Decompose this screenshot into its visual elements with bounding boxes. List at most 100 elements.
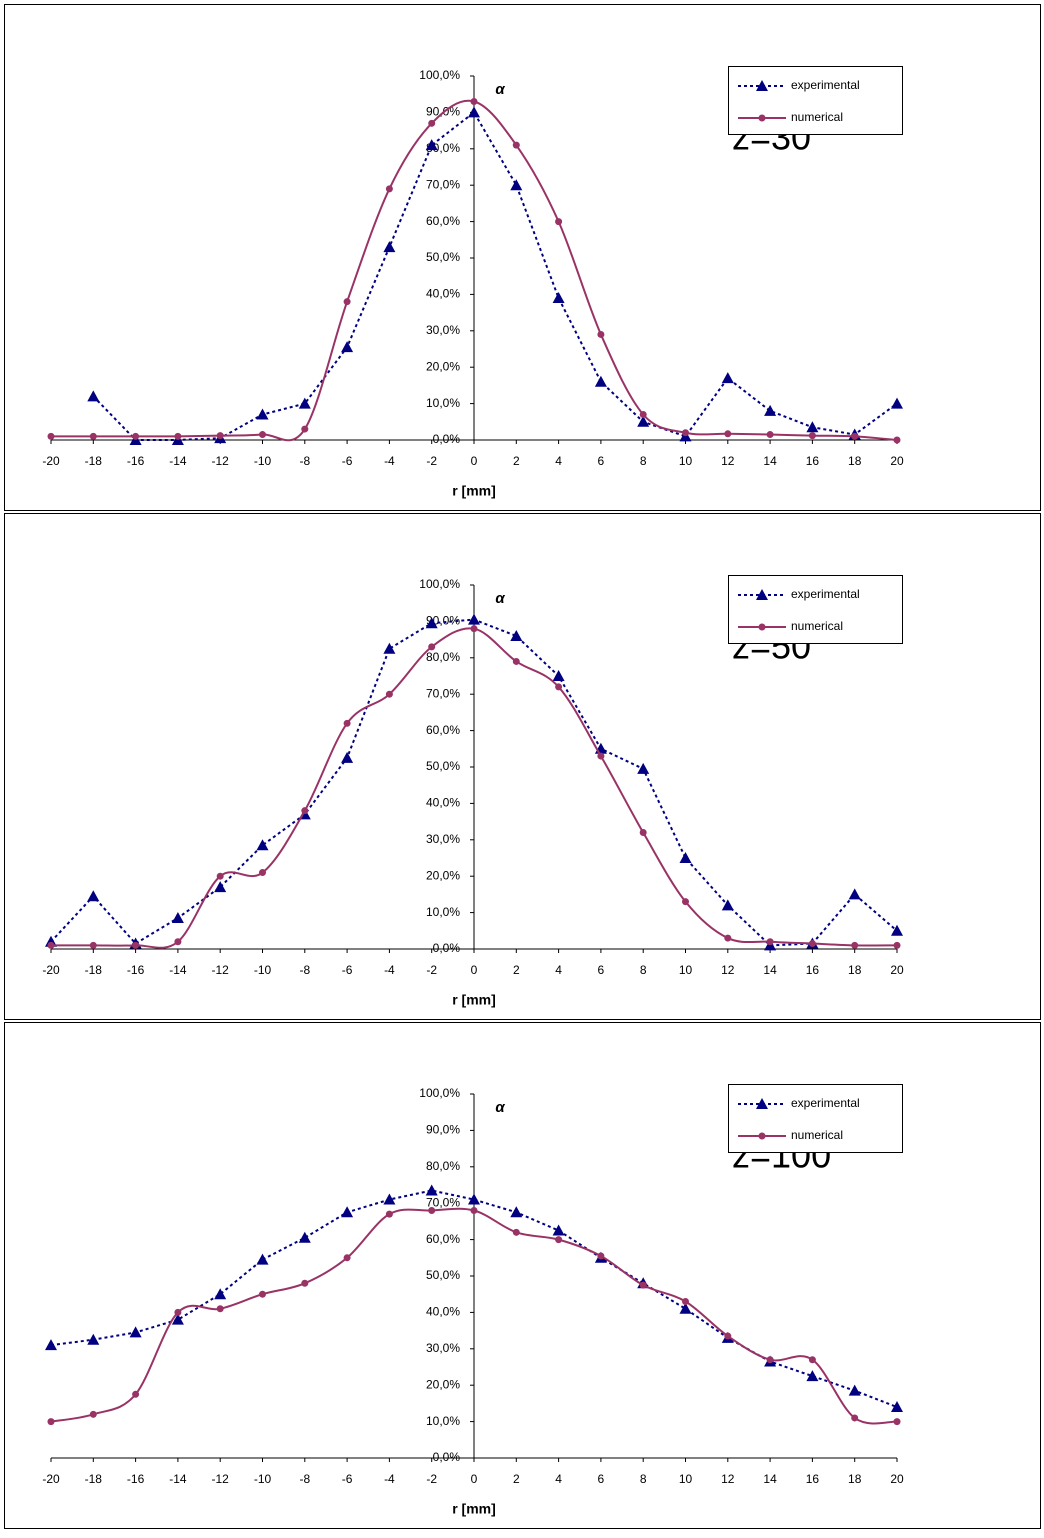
marker-circle bbox=[597, 1252, 605, 1260]
x-tick-label: 12 bbox=[721, 454, 735, 468]
marker-triangle bbox=[806, 1370, 819, 1382]
y-axis-label: α bbox=[495, 81, 505, 98]
legend-marker bbox=[758, 1132, 766, 1140]
x-tick-label: 18 bbox=[848, 1472, 862, 1486]
marker-triangle bbox=[764, 404, 777, 416]
y-tick-label: 30,0% bbox=[426, 832, 460, 846]
y-tick-label: 60,0% bbox=[426, 1232, 460, 1246]
marker-circle bbox=[639, 829, 647, 837]
marker-circle bbox=[47, 941, 55, 949]
marker-circle bbox=[259, 869, 266, 877]
x-tick-label: -20 bbox=[42, 454, 60, 468]
x-tick-label: -4 bbox=[384, 454, 395, 468]
marker-circle bbox=[47, 432, 55, 440]
marker-circle bbox=[893, 941, 901, 949]
x-tick-label: 18 bbox=[848, 963, 862, 977]
x-tick-label: -12 bbox=[212, 454, 230, 468]
y-tick-label: 50,0% bbox=[426, 1268, 460, 1282]
marker-triangle bbox=[425, 1184, 438, 1196]
y-tick-label: 0,0% bbox=[433, 941, 461, 955]
legend-marker bbox=[756, 589, 768, 600]
marker-triangle bbox=[679, 1302, 692, 1314]
marker-triangle bbox=[552, 1224, 565, 1236]
marker-circle bbox=[343, 1254, 351, 1262]
marker-circle bbox=[385, 1210, 393, 1218]
marker-triangle bbox=[171, 1313, 184, 1325]
x-tick-label: -8 bbox=[299, 454, 310, 468]
x-tick-label: 6 bbox=[598, 1472, 605, 1486]
y-tick-label: 20,0% bbox=[426, 1377, 460, 1391]
marker-triangle bbox=[298, 1231, 311, 1243]
marker-circle bbox=[259, 431, 266, 439]
marker-triangle bbox=[214, 881, 227, 893]
marker-circle bbox=[555, 218, 563, 226]
x-tick-label: 10 bbox=[679, 963, 693, 977]
y-tick-label: 100,0% bbox=[419, 577, 460, 591]
legend-marker bbox=[756, 1098, 768, 1109]
marker-circle bbox=[174, 432, 182, 440]
chart-panel: 0,0% 10,0% 20,0% 30,0% 40,0% 50,0% 60,0% 70,0% 8… bbox=[4, 1022, 1041, 1529]
legend-box bbox=[728, 1084, 903, 1153]
chart-panel: 0,0% 10,0% 20,0% 30,0% 40,0% 50,0% 60,0% 70,0% 8… bbox=[4, 513, 1041, 1020]
x-tick-label: 20 bbox=[890, 963, 904, 977]
y-axis-label: α bbox=[495, 590, 505, 607]
marker-triangle bbox=[510, 179, 523, 191]
x-tick-label: -20 bbox=[42, 963, 60, 977]
y-tick-label: 0,0% bbox=[433, 432, 461, 446]
marker-circle bbox=[555, 1236, 563, 1244]
y-tick-label: 40,0% bbox=[426, 287, 460, 301]
legend-label: experimental bbox=[791, 78, 860, 92]
marker-circle bbox=[766, 938, 774, 946]
marker-circle bbox=[428, 643, 436, 651]
marker-circle bbox=[470, 1206, 478, 1214]
x-tick-label: 4 bbox=[555, 963, 562, 977]
marker-circle bbox=[724, 934, 732, 942]
marker-triangle bbox=[891, 924, 903, 936]
series-line bbox=[92, 110, 898, 441]
marker-circle bbox=[301, 807, 309, 815]
y-tick-label: 60,0% bbox=[426, 214, 460, 228]
marker-triangle bbox=[468, 106, 480, 118]
legend-label: numerical bbox=[791, 1128, 843, 1142]
marker-circle bbox=[512, 141, 520, 149]
marker-circle bbox=[555, 683, 563, 691]
marker-circle bbox=[385, 185, 393, 193]
marker-circle bbox=[385, 690, 393, 698]
y-tick-label: 60,0% bbox=[426, 723, 460, 737]
marker-triangle bbox=[552, 292, 565, 304]
marker-triangle bbox=[256, 839, 269, 851]
x-tick-label: -2 bbox=[426, 454, 437, 468]
marker-circle bbox=[132, 941, 140, 949]
marker-triangle bbox=[341, 1206, 354, 1218]
x-tick-label: -16 bbox=[127, 454, 145, 468]
x-tick-label: -20 bbox=[42, 1472, 60, 1486]
marker-circle bbox=[259, 1290, 266, 1298]
marker-circle bbox=[682, 429, 689, 437]
x-tick-label: 2 bbox=[513, 454, 520, 468]
y-tick-label: 70,0% bbox=[426, 1195, 460, 1209]
marker-circle bbox=[428, 1206, 436, 1214]
x-tick-label: 4 bbox=[555, 1472, 562, 1486]
x-tick-label: 20 bbox=[890, 454, 904, 468]
marker-triangle bbox=[383, 642, 396, 654]
y-tick-label: 10,0% bbox=[426, 1414, 460, 1428]
marker-circle bbox=[216, 872, 224, 880]
x-tick-label: 10 bbox=[679, 1472, 693, 1486]
x-tick-label: 14 bbox=[763, 963, 777, 977]
x-tick-label: -6 bbox=[342, 1472, 353, 1486]
x-tick-label: -6 bbox=[342, 963, 353, 977]
marker-circle bbox=[808, 940, 816, 948]
marker-triangle bbox=[891, 1401, 903, 1413]
marker-triangle bbox=[721, 899, 734, 911]
marker-circle bbox=[766, 431, 774, 439]
marker-circle bbox=[343, 719, 351, 727]
marker-circle bbox=[132, 1390, 140, 1398]
marker-circle bbox=[766, 1356, 774, 1364]
marker-triangle bbox=[383, 241, 396, 253]
y-tick-label: 80,0% bbox=[426, 1159, 460, 1173]
x-tick-label: -10 bbox=[254, 1472, 272, 1486]
x-tick-label: 2 bbox=[513, 963, 520, 977]
marker-circle bbox=[216, 1305, 224, 1313]
